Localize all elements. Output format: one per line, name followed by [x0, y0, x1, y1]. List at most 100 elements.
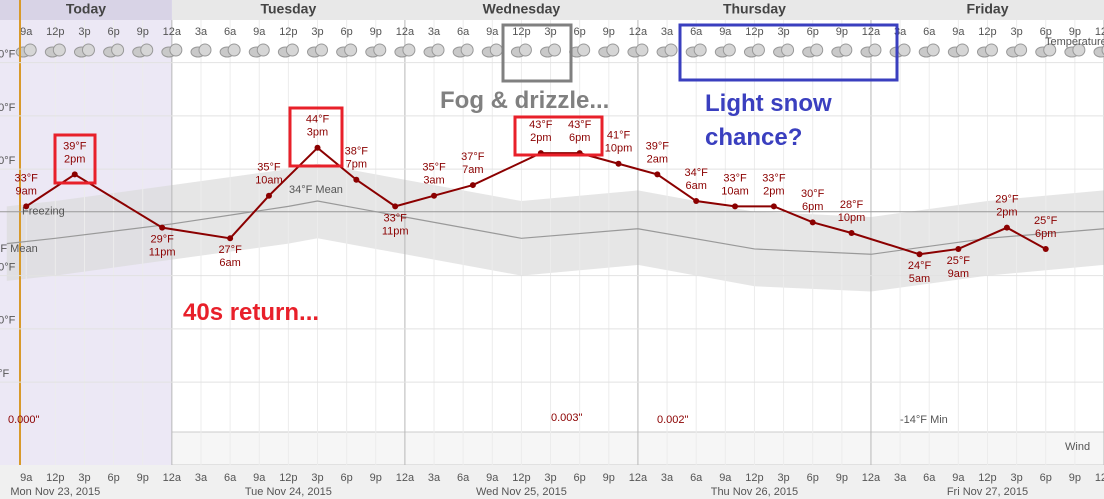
cloud [140, 43, 154, 57]
hour-label: 9p [370, 26, 382, 38]
cloud [984, 43, 998, 57]
hour-label: 3p [1010, 26, 1022, 38]
hour-label: 6p [341, 26, 353, 38]
value-label: 29°F [150, 234, 174, 246]
range-band [6, 163, 1104, 292]
cloud [897, 43, 911, 57]
value-label: 38°F [345, 146, 369, 158]
weather-icon [540, 43, 562, 58]
cloud [577, 43, 591, 57]
freezing-label: Freezing [22, 206, 65, 218]
hour-label: 12p [279, 472, 297, 484]
time-label: 2pm [64, 153, 85, 165]
hour-label: 12p [46, 26, 64, 38]
hour-label: 9p [1069, 472, 1081, 484]
day-header [0, 0, 1104, 20]
hour-label: 9a [719, 472, 732, 484]
value-label: 25°F [947, 255, 971, 267]
weather-icon [423, 43, 445, 58]
hour-label: 3a [661, 26, 674, 38]
precip-label: 0.000" [8, 414, 40, 426]
weather-icon [743, 43, 765, 58]
data-point [770, 203, 777, 210]
hour-label: 9p [836, 26, 848, 38]
hour-label: 6p [807, 26, 819, 38]
weather-icon [773, 43, 795, 58]
weather-icon [481, 43, 503, 58]
weather-icon [714, 43, 736, 58]
value-label: 24°F [908, 260, 932, 272]
cloud [315, 43, 329, 57]
weather-icon [569, 43, 591, 58]
cloud [198, 43, 212, 57]
weather-icon [248, 43, 270, 58]
weather-icon [307, 43, 329, 58]
time-label: 3am [423, 175, 444, 187]
data-point [353, 176, 360, 183]
hour-label: 12p [978, 472, 996, 484]
weather-icon [918, 43, 940, 58]
hour-label: 3p [544, 472, 556, 484]
time-label: 11pm [149, 247, 176, 259]
cloud [1014, 43, 1028, 57]
hour-label: 6a [224, 26, 237, 38]
value-label: 29°F [995, 194, 1019, 206]
weather-icon [685, 43, 707, 58]
weather-icon [976, 43, 998, 58]
hour-label: 9a [719, 26, 732, 38]
cloud [722, 43, 736, 57]
cloud [868, 43, 882, 57]
hour-label: 12a [396, 472, 415, 484]
data-point [732, 203, 739, 210]
hour-label: 6p [107, 26, 119, 38]
time-label: 2pm [763, 185, 784, 197]
hour-label: 9p [370, 472, 382, 484]
hour-label: 9a [486, 472, 499, 484]
date-label: Tue Nov 24, 2015 [245, 486, 332, 498]
value-label: 33°F [15, 172, 39, 184]
hour-label: 12a [1095, 26, 1104, 38]
time-label: 6pm [569, 132, 590, 144]
data-point [159, 224, 166, 231]
cloud [23, 43, 37, 57]
hour-label: 3a [195, 472, 208, 484]
annotation: Fog & drizzle... [440, 87, 609, 114]
weather-icon [1093, 44, 1104, 58]
data-point [654, 171, 661, 178]
hour-label: 12a [629, 26, 648, 38]
data-point [314, 144, 321, 151]
cloud [926, 43, 940, 57]
weather-icon [656, 43, 678, 58]
hour-label: 12a [396, 26, 415, 38]
hour-label: 6p [574, 472, 586, 484]
hour-label: 3p [544, 26, 556, 38]
cloud [1072, 43, 1086, 57]
cloud [431, 43, 445, 57]
value-label: 33°F [723, 172, 747, 184]
time-label: 7am [462, 164, 483, 176]
time-label: 6pm [802, 201, 823, 213]
highlight-box [678, 23, 899, 82]
hour-label: 12a [163, 472, 182, 484]
hour-label: 6a [923, 472, 936, 484]
cloud [955, 43, 969, 57]
precip-label: 0.003" [551, 412, 583, 424]
hour-label: 3a [894, 472, 907, 484]
cloud [839, 43, 853, 57]
value-label: 35°F [257, 162, 281, 174]
hour-label: 6a [457, 26, 470, 38]
hour-label: 9p [137, 26, 149, 38]
time-label: 5am [909, 273, 930, 285]
date-label: Fri Nov 27, 2015 [947, 486, 1028, 498]
day-label: Tuesday [260, 1, 316, 17]
time-label: 6am [219, 257, 240, 269]
hour-label: 12a [629, 472, 648, 484]
time-label: 10pm [605, 143, 633, 155]
cloud [285, 43, 299, 57]
hour-label: 6p [1040, 472, 1052, 484]
time-label: 9am [16, 185, 37, 197]
weather-icon [627, 43, 649, 58]
data-point [693, 198, 700, 205]
value-label: 44°F [306, 114, 330, 126]
